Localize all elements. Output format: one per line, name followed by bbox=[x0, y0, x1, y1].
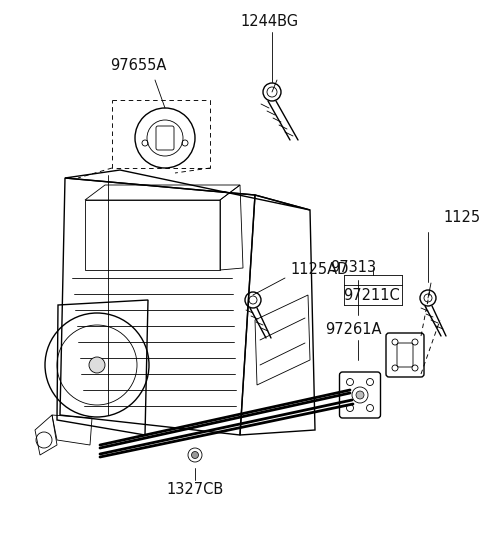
Text: 1125AE: 1125AE bbox=[443, 211, 480, 226]
Circle shape bbox=[192, 452, 199, 459]
Text: 97655A: 97655A bbox=[110, 58, 166, 72]
Text: 97313: 97313 bbox=[330, 261, 376, 275]
Text: 1244BG: 1244BG bbox=[241, 15, 299, 29]
Text: 1327CB: 1327CB bbox=[167, 483, 224, 498]
Circle shape bbox=[356, 391, 364, 399]
Text: 97261A: 97261A bbox=[325, 323, 382, 337]
Circle shape bbox=[89, 357, 105, 373]
Text: 1125AD: 1125AD bbox=[290, 263, 348, 277]
Text: 97211C: 97211C bbox=[344, 287, 400, 302]
